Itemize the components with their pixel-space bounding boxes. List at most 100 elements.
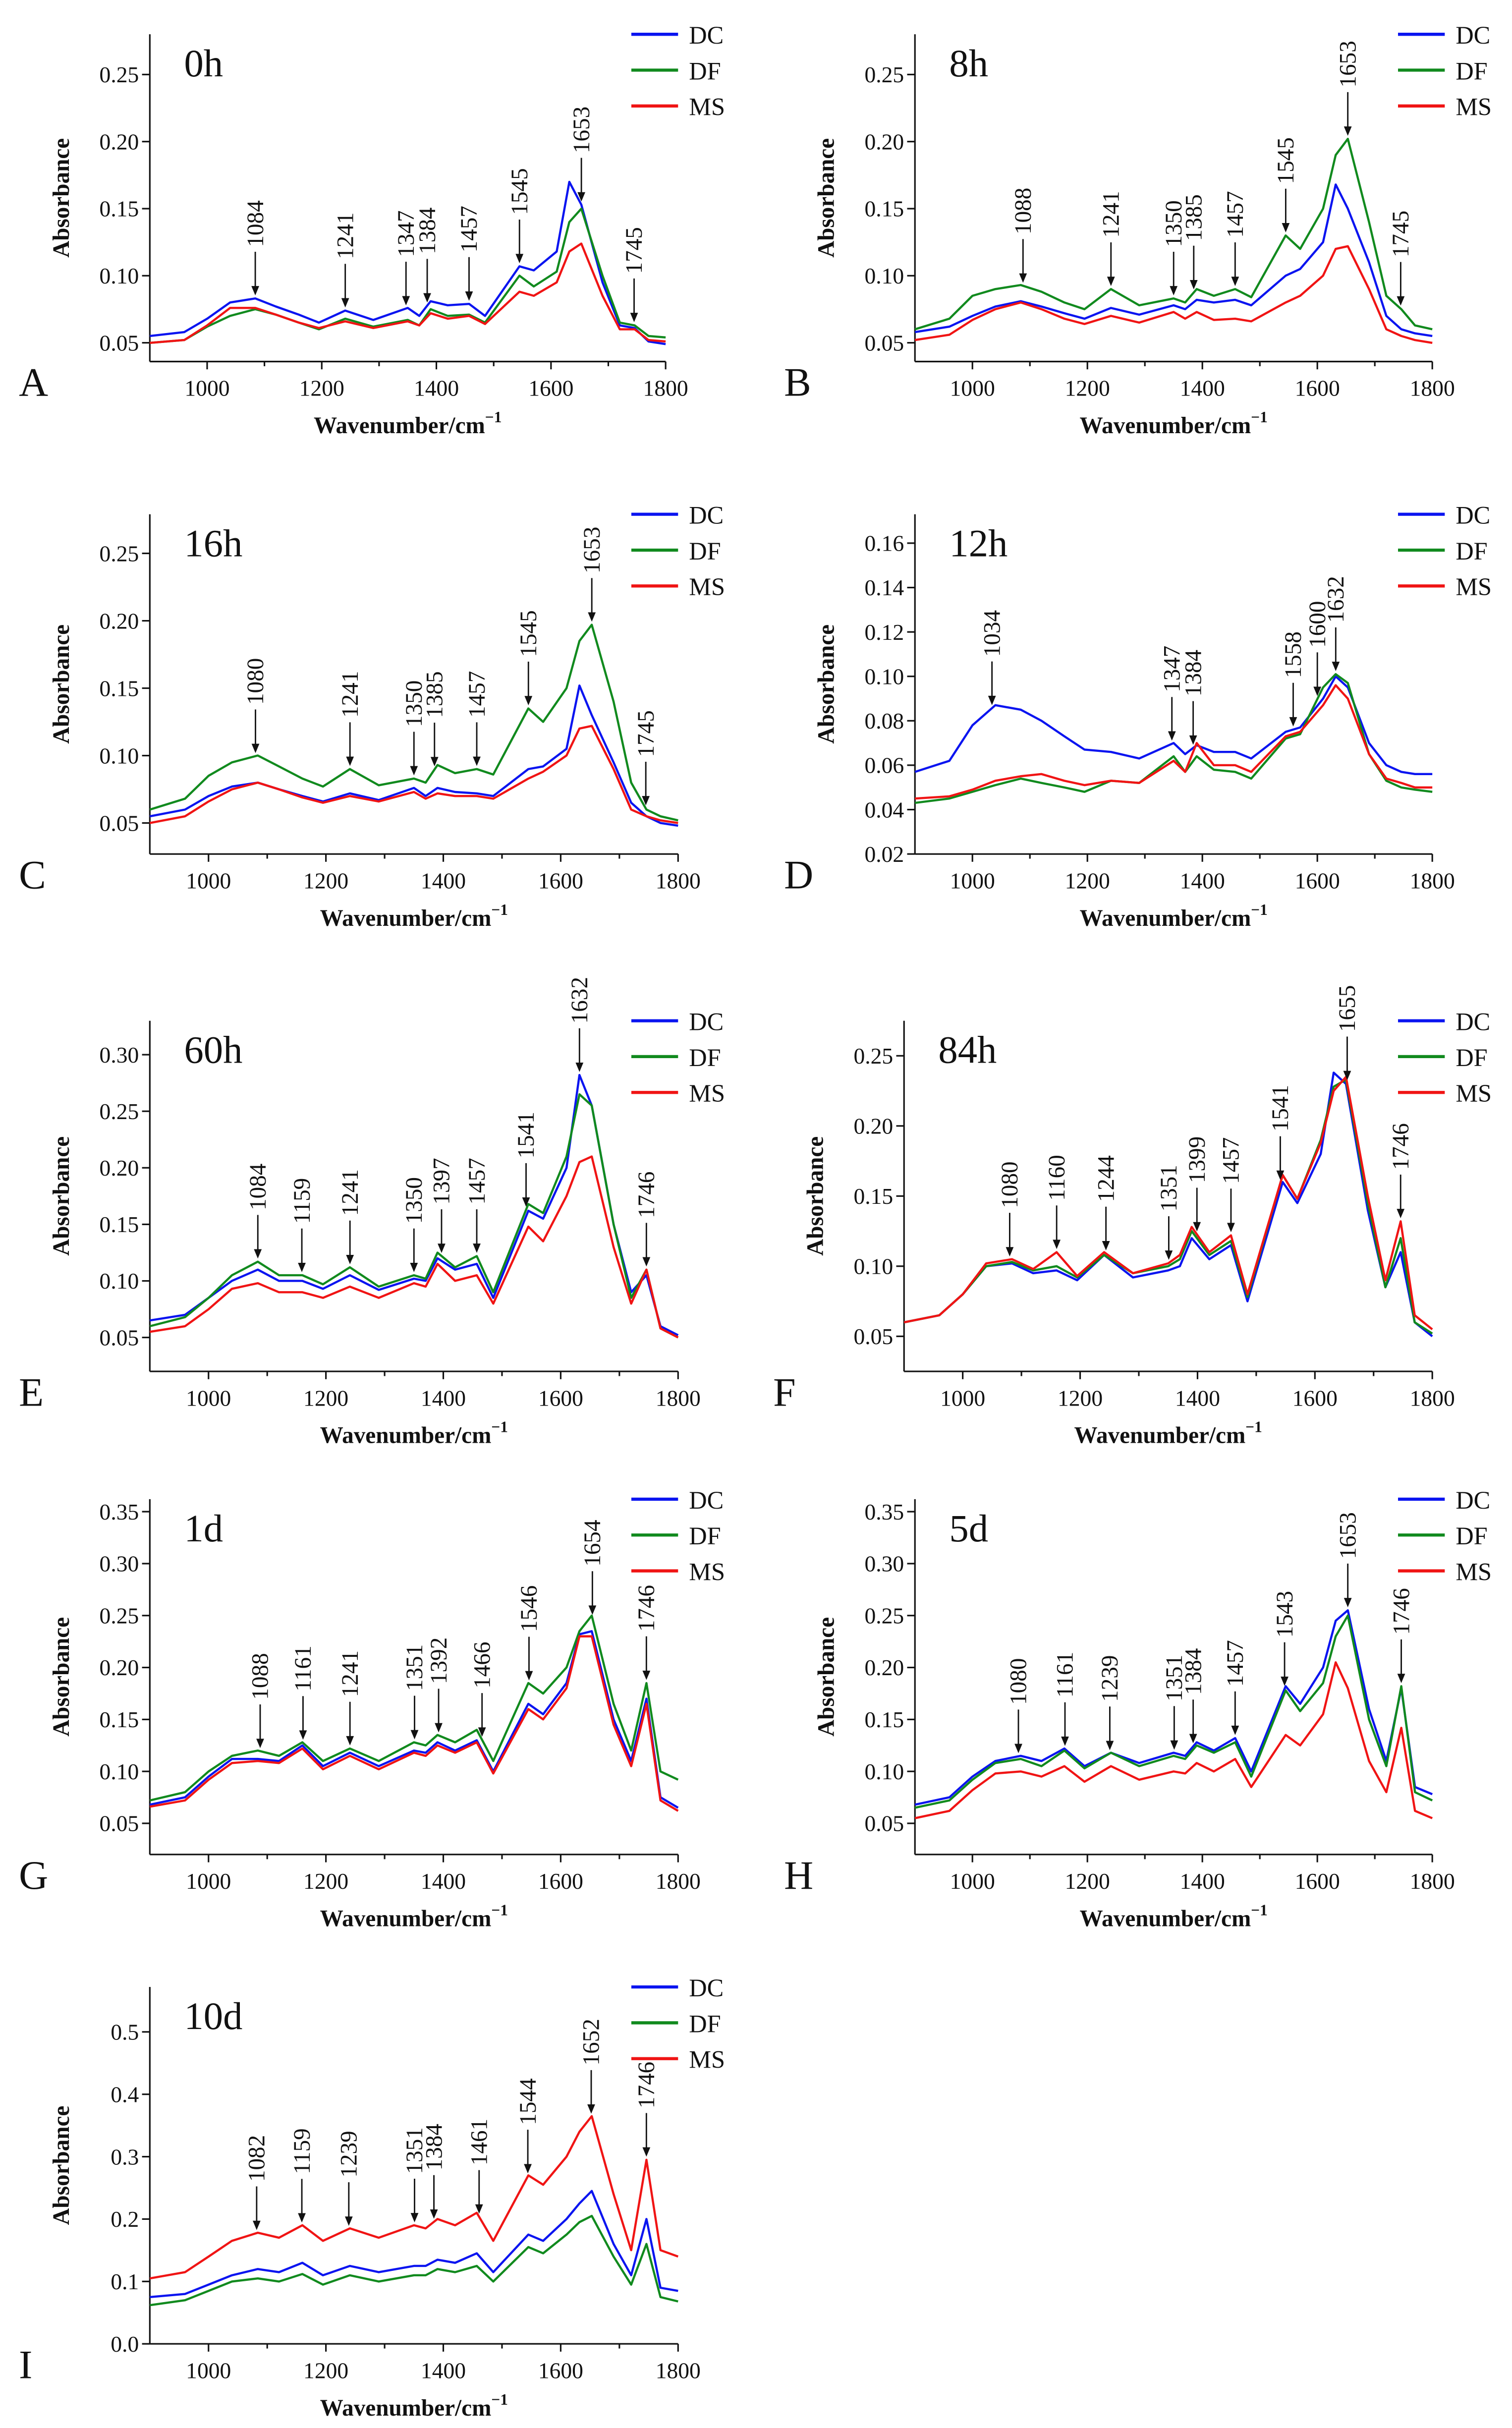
y-tick-label: 0.25 (100, 541, 139, 566)
annotation-label: 1457 (456, 206, 482, 252)
annotation-label: 1350 (1161, 200, 1187, 247)
x-tick-label: 1800 (656, 2358, 701, 2383)
annotation-arrowhead (1313, 686, 1322, 696)
x-tick-label: 1600 (538, 1868, 583, 1894)
x-tick-label: 1200 (1065, 868, 1110, 893)
annotation-arrowhead (1107, 277, 1115, 286)
y-tick-label: 0.35 (864, 1499, 904, 1525)
y-tick-label: 0.30 (100, 1042, 139, 1068)
annotation-label: 1080 (997, 1161, 1023, 1208)
x-tick-label: 1400 (421, 1868, 466, 1894)
y-tick-label: 0.20 (100, 129, 139, 154)
legend-label-MS: MS (689, 1558, 725, 1585)
annotation-arrowhead (430, 757, 439, 767)
legend-label-DF: DF (1456, 1044, 1487, 1072)
annotation-arrowhead (473, 1243, 481, 1253)
series-line-DF (149, 623, 678, 822)
annotation-arrowhead (1014, 1744, 1022, 1753)
legend-label-DF: DF (689, 1044, 721, 1072)
series-line-MS (914, 1661, 1433, 1819)
y-tick-label: 0.16 (864, 531, 904, 556)
x-tick-label: 1200 (303, 2358, 348, 2383)
x-tick-label: 1800 (1410, 868, 1455, 893)
legend-label-DF: DF (689, 57, 721, 85)
annotation-label: 1655 (1335, 985, 1360, 1032)
series-line-MS (150, 242, 666, 344)
legend-label-DF: DF (689, 2010, 721, 2037)
y-axis-label: Absorbance (49, 1617, 74, 1737)
annotation-label: 1392 (426, 1637, 452, 1684)
y-tick-label: 0.15 (853, 1184, 893, 1209)
annotation-arrowhead (298, 1262, 306, 1272)
x-tick-label: 1400 (1180, 868, 1225, 893)
annotation-arrowhead (430, 2209, 438, 2219)
legend-label-DF: DF (1456, 1522, 1487, 1550)
x-tick-label: 1000 (186, 1385, 231, 1411)
y-tick-label: 0.25 (864, 62, 904, 87)
y-tick-label: 0.25 (853, 1043, 893, 1069)
annotation-arrowhead (1289, 717, 1297, 727)
annotation-label: 1457 (464, 1158, 490, 1204)
annotation-arrowhead (251, 286, 259, 296)
annotation-label: 1034 (979, 610, 1005, 657)
legend-label-DC: DC (1456, 1486, 1490, 1514)
annotation-arrowhead (588, 612, 596, 622)
series-line-DC (914, 183, 1433, 338)
annotation-label: 1084 (245, 1164, 271, 1210)
series-line-DF (914, 137, 1433, 331)
panel-letter: F (773, 1369, 795, 1414)
annotation-arrowhead (473, 756, 481, 766)
annotation-label: 1350 (401, 1177, 427, 1224)
annotation-arrowhead (410, 766, 418, 776)
annotation-arrowhead (988, 695, 996, 705)
legend-label-MS: MS (1456, 573, 1492, 601)
x-axis-label: Wavenumber/cm−1 (1079, 901, 1267, 931)
y-tick-label: 0.4 (111, 2082, 139, 2107)
y-tick-label: 0.05 (100, 1811, 139, 1836)
annotation-arrowhead (1106, 1741, 1114, 1750)
series-line-DC (150, 2190, 678, 2299)
annotation-arrowhead (642, 796, 650, 805)
panel-C: 1000 1200 1400 1600 1800 0.05 0.10 0.15 0.20 0.25… (19, 502, 725, 931)
annotation-label: 1160 (1044, 1155, 1070, 1201)
x-tick-label: 1000 (940, 1385, 985, 1411)
annotation-label: 1461 (466, 2119, 492, 2165)
annotation-label: 1653 (1335, 1512, 1361, 1559)
annotation-label: 1457 (1223, 191, 1248, 237)
annotation-label: 1384 (415, 208, 441, 254)
legend-label-DC: DC (689, 1486, 724, 1514)
y-axis-label: Absorbance (814, 138, 840, 258)
annotation-label: 1544 (515, 2078, 541, 2125)
y-tick-label: 0.04 (864, 797, 904, 822)
annotation-arrowhead (1168, 731, 1176, 741)
annotation-label: 1159 (289, 1178, 315, 1224)
legend-label-DF: DF (689, 1522, 721, 1550)
annotation-label: 1545 (507, 168, 533, 215)
x-axis-label-superscript: −1 (491, 1901, 508, 1919)
y-axis-label: Absorbance (49, 1136, 74, 1256)
x-tick-label: 1000 (950, 868, 995, 893)
legend-label-MS: MS (689, 2046, 725, 2074)
annotation-label: 1084 (243, 200, 269, 247)
y-tick-label: 0.25 (864, 1603, 904, 1628)
annotation-label: 1088 (1010, 188, 1036, 234)
annotation-arrowhead (1344, 1598, 1352, 1607)
annotation-arrowhead (1276, 1170, 1285, 1180)
y-axis-label: Absorbance (49, 624, 74, 744)
x-axis-label: Wavenumber/cm−1 (320, 1418, 508, 1449)
y-tick-label: 0.3 (111, 2144, 139, 2169)
annotation-label: 1159 (289, 2128, 315, 2174)
panel-title: 10d (184, 1995, 242, 2038)
y-tick-label: 0.15 (100, 676, 139, 701)
x-axis-label-superscript: −1 (491, 1418, 508, 1436)
annotation-label: 1384 (421, 2124, 447, 2170)
y-tick-label: 0.20 (100, 1155, 139, 1181)
annotation-label: 1745 (621, 227, 647, 274)
x-tick-label: 1000 (184, 376, 229, 401)
y-axis-label: Absorbance (803, 1136, 829, 1256)
annotation-label: 1457 (1223, 1640, 1248, 1687)
y-tick-label: 0.10 (853, 1254, 893, 1279)
x-tick-label: 1400 (414, 376, 459, 401)
y-tick-label: 0.05 (100, 810, 139, 836)
x-tick-label: 1600 (1292, 1385, 1338, 1411)
